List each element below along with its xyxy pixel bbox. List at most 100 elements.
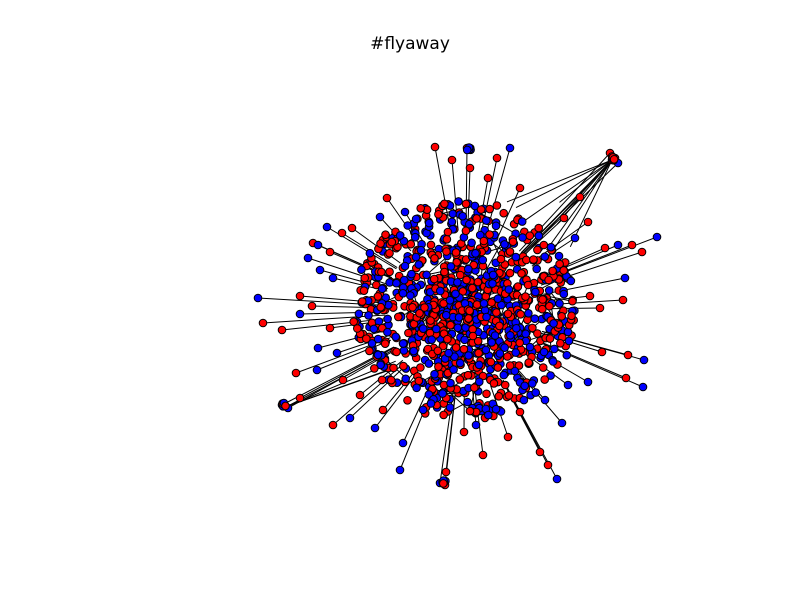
graph-node (525, 231, 535, 240)
graph-node (637, 247, 647, 257)
graph-node (521, 329, 531, 339)
graph-node (357, 297, 367, 306)
graph-node (463, 370, 473, 380)
graph-node (325, 247, 335, 257)
graph-node (398, 438, 408, 448)
graph-node (489, 379, 499, 388)
graph-edge (552, 159, 613, 251)
graph-node (353, 324, 362, 333)
graph-node (387, 237, 397, 247)
graph-node (328, 420, 338, 430)
graph-node (500, 343, 509, 353)
graph-node (376, 302, 386, 312)
graph-node (462, 145, 472, 155)
graph-node (460, 335, 469, 345)
graph-node (347, 223, 357, 233)
graph-node (494, 392, 504, 401)
graph-edge (529, 356, 569, 386)
graph-node (463, 397, 472, 407)
graph-node (355, 390, 365, 400)
graph-node (482, 312, 491, 322)
graph-node (585, 291, 595, 301)
graph-node (474, 348, 483, 358)
graph-node (486, 357, 496, 367)
graph-node (491, 221, 501, 231)
graph-node (518, 233, 527, 242)
graph-node (332, 348, 342, 358)
graph-node (383, 327, 392, 337)
graph-node (529, 255, 538, 264)
graph-node (500, 380, 510, 390)
graph-node (503, 352, 512, 361)
graph-edge (497, 187, 521, 238)
graph-node (385, 267, 394, 277)
graph-node (400, 207, 410, 217)
graph-node (492, 308, 501, 317)
graph-node (325, 323, 335, 333)
graph-node (360, 273, 370, 283)
graph-node (540, 395, 550, 405)
graph-node (391, 332, 401, 342)
graph-node (530, 314, 540, 324)
graph-edge (523, 159, 613, 222)
graph-node (451, 248, 461, 257)
graph-node (481, 345, 491, 355)
graph-node (381, 230, 390, 239)
graph-node (595, 303, 605, 313)
graph-node (583, 377, 593, 387)
graph-node (505, 143, 515, 153)
graph-node (524, 358, 534, 368)
graph-node (303, 253, 313, 263)
graph-node (454, 197, 463, 206)
graph-node (440, 267, 449, 277)
graph-edge (316, 339, 392, 371)
graph-node (540, 375, 550, 384)
graph-edge (451, 159, 459, 231)
graph-node (295, 309, 305, 319)
graph-node (485, 230, 494, 239)
graph-edge (349, 364, 408, 419)
graph-node (538, 295, 547, 304)
graph-node (559, 213, 569, 223)
graph-node (482, 216, 491, 225)
graph-node (385, 248, 394, 258)
graph-node (416, 363, 425, 372)
graph-node (487, 298, 496, 307)
graph-node (359, 286, 369, 296)
graph-node (517, 269, 526, 278)
graph-node (395, 231, 405, 240)
graph-node (522, 255, 531, 265)
graph-node (497, 300, 506, 310)
graph-node (511, 252, 521, 262)
graph-node (511, 348, 521, 357)
graph-node (337, 228, 347, 238)
graph-node (430, 142, 440, 152)
graph-node (549, 319, 558, 328)
node-layer (253, 142, 662, 490)
graph-node (395, 465, 405, 475)
graph-node (534, 231, 544, 241)
graph-node (503, 432, 513, 442)
graph-node (488, 279, 497, 288)
graph-node (515, 407, 525, 417)
graph-edge (520, 159, 613, 254)
graph-node (474, 360, 484, 370)
graph-node (464, 264, 473, 274)
graph-node (499, 208, 509, 218)
graph-node (627, 240, 637, 250)
graph-node (485, 204, 495, 214)
graph-node (443, 227, 453, 237)
graph-node (559, 266, 569, 275)
graph-node (439, 410, 448, 420)
graph-node (380, 339, 390, 349)
graph-node (495, 321, 504, 331)
graph-node (471, 249, 480, 258)
graph-node (442, 235, 452, 244)
graph-node (597, 347, 607, 357)
graph-node (447, 217, 457, 227)
graph-node (430, 254, 439, 263)
graph-node (375, 212, 385, 222)
graph-node (424, 359, 434, 368)
